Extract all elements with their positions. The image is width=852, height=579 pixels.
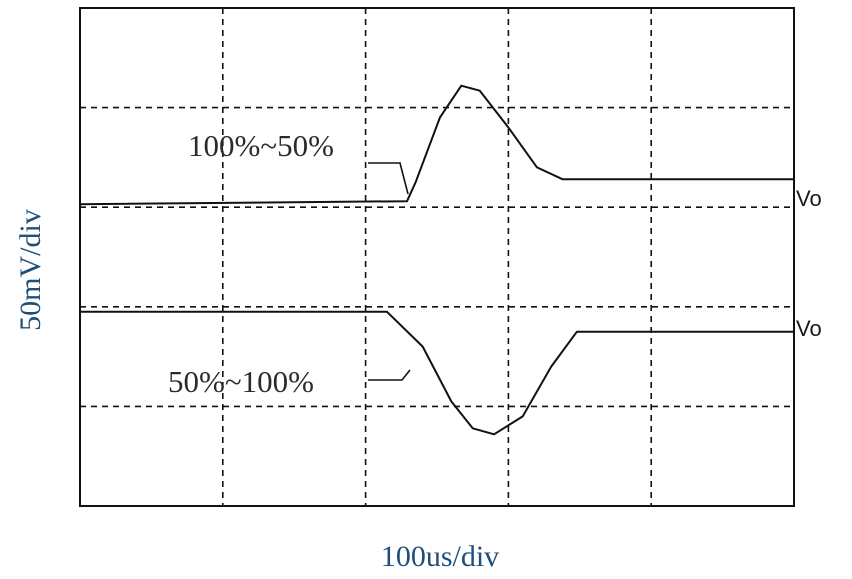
annotation-leader-2: [368, 369, 411, 381]
trace-layer: [79, 84, 794, 436]
annotation-leader-1: [368, 162, 409, 195]
trace-label-1: Vo: [796, 186, 822, 211]
grid-layer: [80, 8, 794, 506]
trace-label-2: Vo: [796, 316, 822, 341]
trace-1: [79, 84, 794, 206]
label-layer: 100%~50% Vo 50%~100% Vo: [168, 128, 822, 399]
trace-2: [80, 310, 794, 436]
x-axis-label: 100us/div: [381, 540, 499, 573]
annotation-label-1: 100%~50%: [188, 128, 334, 163]
plot-frame: [79, 7, 795, 507]
y-axis-label: 50mV/div: [14, 209, 47, 331]
annotation-label-2: 50%~100%: [168, 364, 314, 399]
